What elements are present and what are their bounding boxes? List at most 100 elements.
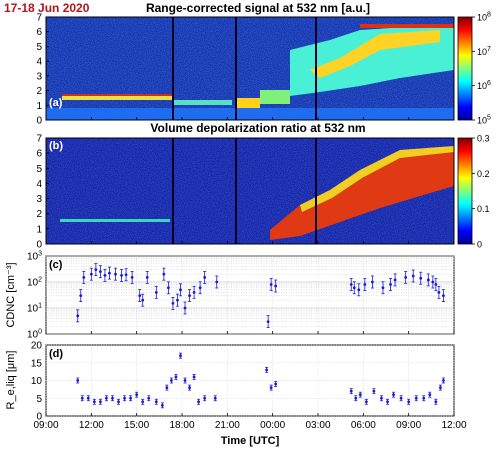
data-point [358, 393, 362, 397]
data-point [274, 284, 278, 288]
y-tick-label: 103 [27, 251, 42, 263]
panel-b-label: (b) [49, 140, 63, 152]
panel-b-gap-2 [235, 138, 237, 244]
data-point [380, 396, 383, 400]
panel-b-title: Volume depolarization ratio at 532 nm [150, 121, 365, 135]
x-tick-label: 21:00 [215, 420, 240, 431]
data-point [124, 273, 128, 277]
y-tick-label: 3 [36, 194, 42, 205]
data-point [386, 400, 389, 404]
x-axis-ticks: 09:00 12:00 15:00 18:00 21:00 00:00 03:00 06:00… [33, 117, 467, 431]
panel-a-frame [45, 16, 455, 121]
panel-b-gap-3 [315, 138, 317, 244]
data-point [117, 400, 120, 404]
data-point [179, 354, 182, 358]
data-point [170, 379, 173, 382]
data-point [123, 396, 126, 400]
data-point [108, 271, 111, 275]
x-tick-label: 09:00 [396, 420, 421, 431]
data-point [120, 273, 123, 277]
data-point [162, 272, 166, 276]
data-point [215, 280, 219, 284]
colorbar-tick-label: 106 [477, 80, 491, 91]
data-point [192, 290, 196, 294]
panel-d-label: (d) [49, 348, 63, 360]
colorbar-tick-label: 108 [477, 12, 491, 23]
data-point [274, 382, 278, 386]
panel-d-frame [45, 344, 455, 417]
data-point [431, 280, 435, 284]
panel-a-gap-3 [315, 17, 317, 120]
data-point [105, 396, 108, 400]
data-point [80, 396, 84, 400]
panel-c-points [76, 263, 445, 328]
data-point [114, 272, 117, 276]
data-point [265, 368, 269, 372]
panel-a-cloud-layer-3 [236, 98, 260, 108]
y-tick-label: 6 [36, 27, 42, 38]
data-point [129, 396, 133, 400]
colorbar-tick-label: 105 [477, 115, 491, 126]
data-point [82, 276, 86, 279]
x-tick-label: 09:00 [33, 420, 58, 431]
data-point [89, 272, 93, 276]
panel-a-high-cloud-core [310, 30, 440, 78]
data-point [203, 276, 207, 279]
panel-b-frame [45, 137, 455, 245]
data-point [349, 389, 353, 393]
data-point [154, 400, 158, 404]
panel-c-ylabel: CDNC [cm⁻³] [5, 262, 17, 327]
data-point [414, 396, 418, 400]
y-tick-label: 7 [36, 134, 42, 145]
y-tick-label: 2 [36, 209, 42, 220]
colorbar-tick-label: 107 [477, 46, 491, 57]
data-point [192, 375, 196, 379]
data-point [213, 396, 217, 400]
data-point [419, 276, 423, 280]
panel-c-label: (c) [49, 259, 63, 271]
data-point [76, 314, 80, 318]
data-point [92, 400, 96, 404]
data-point [389, 283, 392, 286]
data-point [442, 379, 445, 382]
data-point [266, 320, 270, 323]
y-tick-label: 7 [36, 13, 42, 24]
y-tick-label: 2 [36, 86, 42, 97]
data-point [99, 400, 102, 404]
panel-a-y-ticks: 0 1 2 3 4 5 6 7 [36, 13, 49, 127]
x-tick-label: 15:00 [124, 420, 149, 431]
data-point [147, 396, 151, 400]
data-point [197, 400, 201, 404]
y-tick-label: 5 [36, 42, 42, 53]
data-point [130, 276, 134, 279]
y-tick-label: 0 [36, 116, 42, 127]
panel-a-colorbar [457, 16, 473, 121]
data-point [439, 386, 442, 389]
y-tick-label: 10 [31, 376, 43, 387]
panel-c-frame [45, 255, 455, 335]
y-tick-label: 3 [36, 71, 42, 82]
data-point [434, 283, 438, 286]
data-point [76, 379, 80, 382]
data-point [352, 286, 356, 290]
date-label: 17-18 Jun 2020 [4, 1, 90, 15]
panel-a: Range-corrected signal at 532 nm [a.u.] … [36, 1, 491, 127]
data-point [154, 290, 158, 294]
data-point [437, 290, 441, 294]
colorbar-tick-label: 0.1 [477, 204, 490, 214]
data-point [176, 298, 179, 302]
panel-b-colorbar [457, 137, 473, 245]
data-point [103, 273, 107, 277]
data-point [392, 393, 395, 397]
panel-b-y-ticks: 0 1 2 3 4 5 6 7 [36, 134, 49, 251]
y-tick-label: 6 [36, 149, 42, 160]
data-point [381, 286, 385, 290]
panel-a-title: Range-corrected signal at 532 nm [a.u.] [146, 1, 370, 15]
data-point [86, 396, 90, 400]
panel-d: 0 5 10 15 20 (d) R_e,liq [μm] [5, 341, 455, 423]
data-point [269, 283, 273, 286]
panel-b-liquid-layer [60, 219, 170, 222]
data-point [165, 386, 169, 389]
y-tick-label: 15 [31, 358, 43, 369]
x-tick-label: 00:00 [260, 420, 285, 431]
